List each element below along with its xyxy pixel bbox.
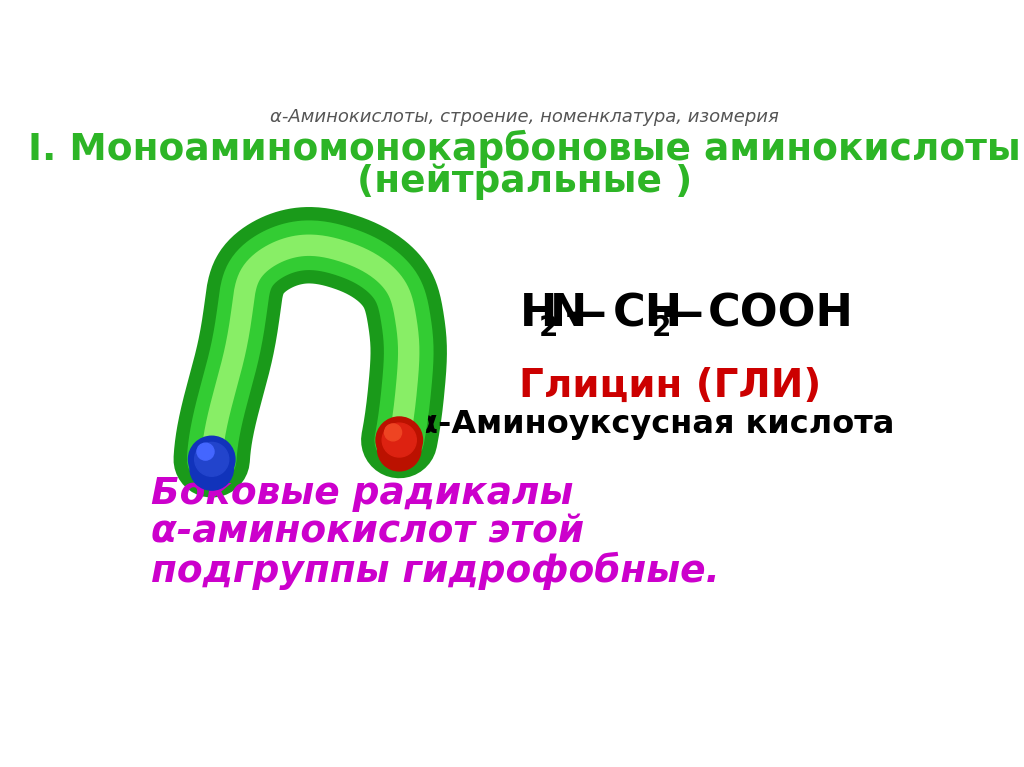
Text: α-Аминокислоты, строение, номенклатура, изомерия: α-Аминокислоты, строение, номенклатура, …: [270, 107, 779, 126]
Text: 2: 2: [652, 314, 672, 342]
Text: —: —: [564, 293, 606, 335]
Text: I. Моноаминомонокарбоновые аминокислоты: I. Моноаминомонокарбоновые аминокислоты: [29, 130, 1021, 168]
Text: 2: 2: [539, 314, 558, 342]
Text: α-Аминоуксусная кислота: α-Аминоуксусная кислота: [416, 409, 894, 440]
Text: подгруппы гидрофобные.: подгруппы гидрофобные.: [152, 552, 720, 590]
Text: Глицин (ГЛИ): Глицин (ГЛИ): [519, 367, 821, 405]
Circle shape: [197, 443, 214, 460]
Text: N: N: [550, 292, 587, 335]
Circle shape: [382, 423, 417, 457]
Circle shape: [190, 447, 233, 490]
Text: (нейтральные ): (нейтральные ): [357, 163, 692, 199]
Text: CH: CH: [612, 292, 683, 335]
Text: α-аминокислот этой: α-аминокислот этой: [152, 515, 585, 551]
Text: H: H: [519, 292, 557, 335]
Text: —: —: [662, 293, 702, 335]
Circle shape: [376, 417, 423, 463]
Circle shape: [188, 436, 234, 482]
Text: COOH: COOH: [708, 292, 854, 335]
Circle shape: [195, 443, 228, 476]
Circle shape: [385, 424, 401, 441]
Text: Боковые радикалы: Боковые радикалы: [152, 476, 573, 512]
Circle shape: [378, 428, 421, 471]
